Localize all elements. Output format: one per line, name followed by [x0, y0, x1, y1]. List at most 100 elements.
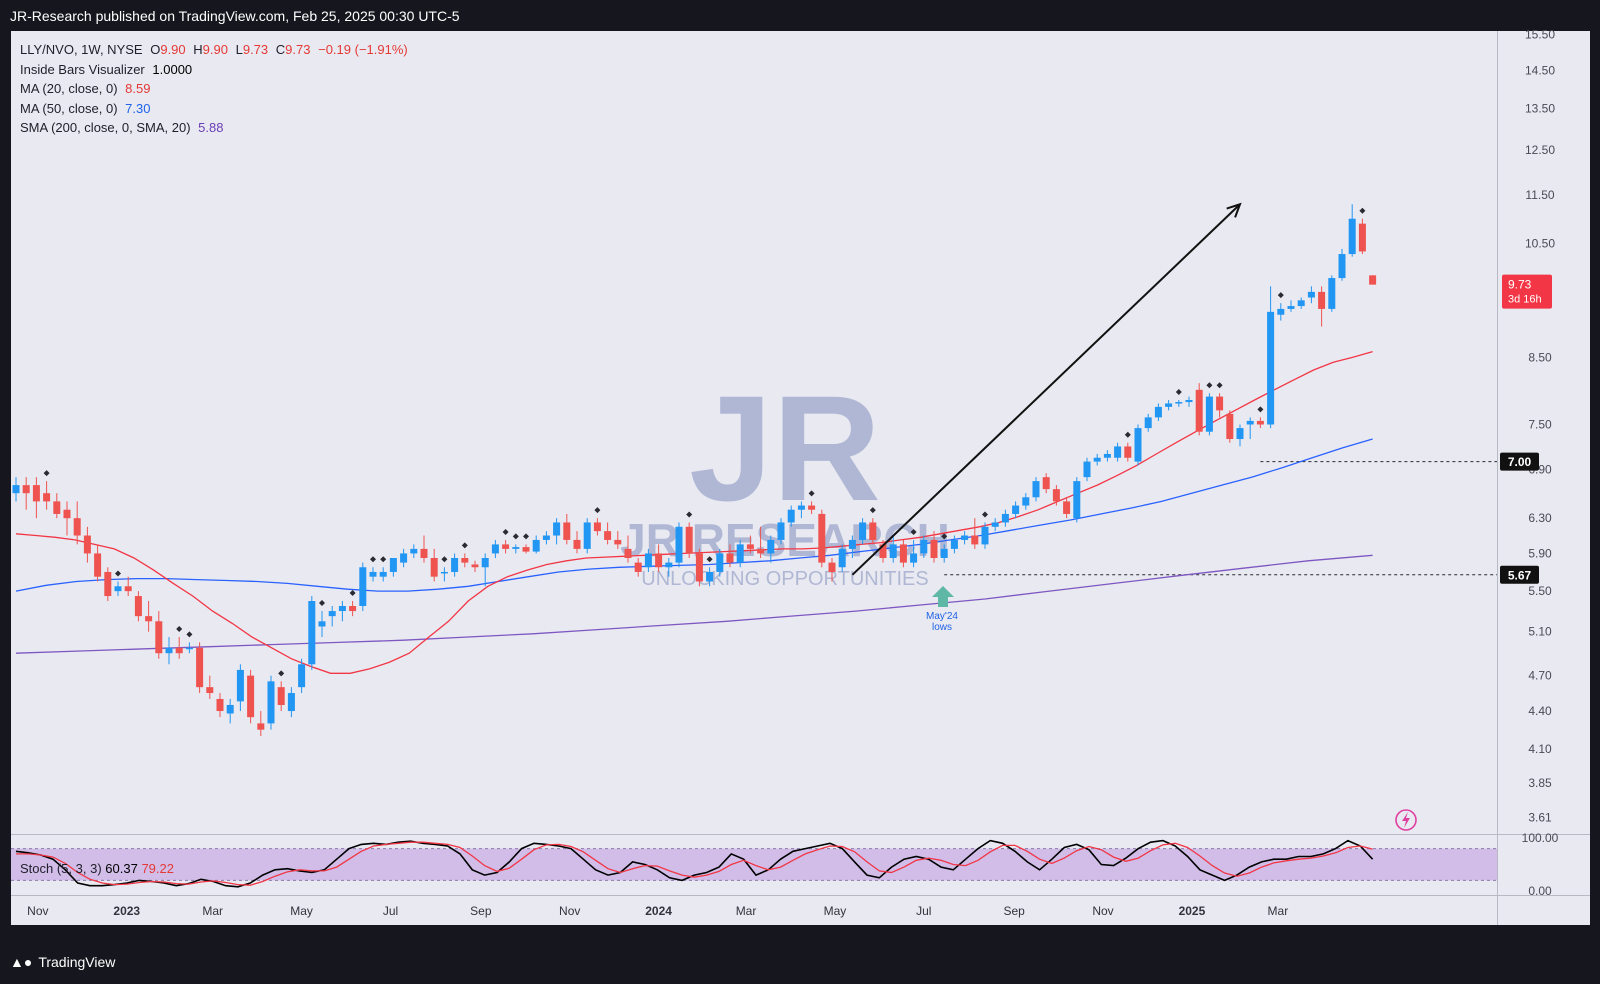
candle[interactable] — [787, 505, 795, 527]
candle[interactable] — [257, 711, 265, 737]
candle[interactable] — [563, 513, 571, 545]
candle[interactable] — [1001, 509, 1009, 527]
candle[interactable] — [736, 539, 744, 568]
candle[interactable] — [685, 522, 693, 559]
candle[interactable] — [940, 544, 948, 563]
candle[interactable] — [1205, 393, 1213, 436]
candle[interactable] — [644, 548, 652, 572]
candle[interactable] — [593, 518, 601, 536]
candle[interactable] — [583, 518, 591, 554]
stoch-name[interactable]: Stoch (5, 3, 3) — [20, 861, 102, 876]
candle[interactable] — [848, 535, 856, 559]
candle[interactable] — [522, 544, 530, 554]
candle[interactable] — [1328, 275, 1336, 312]
legend-ma20-name[interactable]: MA (20, close, 0) — [20, 81, 118, 96]
candle[interactable] — [287, 687, 295, 718]
candle[interactable] — [451, 553, 459, 577]
candle[interactable] — [226, 698, 234, 724]
candle[interactable] — [165, 637, 173, 665]
candle[interactable] — [1267, 286, 1275, 429]
stoch-legend[interactable]: Stoch (5, 3, 3) 60.37 79.22 — [20, 861, 174, 876]
candle[interactable] — [695, 548, 703, 587]
candle[interactable] — [1195, 383, 1203, 436]
candle[interactable] — [1246, 417, 1254, 440]
candle[interactable] — [1165, 399, 1173, 411]
candle[interactable] — [930, 531, 938, 563]
candle[interactable] — [604, 522, 612, 545]
candle[interactable] — [175, 637, 183, 659]
candle[interactable] — [971, 518, 979, 549]
candle[interactable] — [32, 477, 40, 519]
candle[interactable] — [757, 526, 765, 559]
price-axis[interactable]: 15.50 14.50 13.50 12.50 11.50 10.50 8.50 7.50 6.… — [1522, 27, 1559, 898]
candle[interactable] — [828, 558, 836, 582]
legend-ma50-name[interactable]: MA (50, close, 0) — [20, 100, 118, 116]
candle[interactable] — [991, 518, 999, 532]
candle[interactable] — [1114, 442, 1122, 462]
candle[interactable] — [1073, 477, 1081, 523]
candle[interactable] — [838, 544, 846, 572]
candle[interactable] — [43, 481, 51, 510]
candle[interactable] — [461, 553, 469, 568]
candle[interactable] — [267, 675, 275, 730]
time-axis[interactable]: Nov 2023 Mar May Jul Sep Nov 2024 Mar May Jul Sep No… — [27, 904, 1288, 918]
candle[interactable] — [920, 535, 928, 559]
candle[interactable] — [1103, 450, 1111, 462]
candle[interactable] — [491, 539, 499, 559]
candle[interactable] — [961, 531, 969, 545]
price-axis-bg[interactable] — [1497, 31, 1590, 925]
candles[interactable] — [12, 204, 1377, 737]
legend-sma200-name[interactable]: SMA (200, close, 0, SMA, 20) — [20, 120, 191, 135]
candle[interactable] — [1042, 473, 1050, 494]
candle[interactable] — [349, 601, 357, 617]
candle[interactable] — [1226, 410, 1234, 443]
candle[interactable] — [573, 531, 581, 554]
candle[interactable] — [1144, 413, 1152, 432]
candle[interactable] — [328, 606, 336, 627]
candle[interactable] — [420, 535, 428, 563]
legend-ma50-row[interactable]: MA (50, close, 0) 7.30 — [20, 99, 412, 119]
candle[interactable] — [981, 522, 989, 549]
candle[interactable] — [12, 477, 20, 502]
candle[interactable] — [614, 531, 622, 549]
candle[interactable] — [1369, 275, 1377, 285]
candle[interactable] — [1154, 403, 1162, 421]
candle[interactable] — [512, 544, 520, 554]
candle[interactable] — [1307, 286, 1315, 304]
tradingview-logo-text[interactable]: TradingView — [38, 954, 116, 970]
candle[interactable] — [726, 544, 734, 568]
candle[interactable] — [859, 518, 867, 545]
candle[interactable] — [481, 553, 489, 587]
candle[interactable] — [502, 539, 510, 554]
candle[interactable] — [1022, 493, 1030, 510]
candle[interactable] — [869, 518, 877, 545]
candle[interactable] — [542, 531, 550, 545]
candle[interactable] — [767, 535, 775, 563]
trend-arrow[interactable] — [851, 202, 1242, 576]
candle[interactable] — [1063, 497, 1071, 519]
candle[interactable] — [236, 664, 244, 712]
candle[interactable] — [1318, 286, 1326, 327]
candle[interactable] — [808, 501, 816, 514]
candle[interactable] — [94, 544, 102, 582]
candle[interactable] — [1012, 501, 1020, 519]
candle[interactable] — [553, 518, 561, 545]
tradingview-footer[interactable]: ▲● TradingView — [10, 954, 115, 970]
candle[interactable] — [104, 567, 112, 602]
candle[interactable] — [114, 581, 122, 597]
candle[interactable] — [308, 596, 316, 670]
candle[interactable] — [1124, 442, 1132, 462]
candle[interactable] — [675, 522, 683, 568]
candle[interactable] — [655, 544, 663, 572]
candle[interactable] — [818, 509, 826, 568]
candle[interactable] — [1032, 477, 1040, 502]
candle[interactable] — [369, 567, 377, 582]
candle[interactable] — [440, 567, 448, 582]
candle[interactable] — [1348, 204, 1356, 257]
candle[interactable] — [83, 526, 91, 563]
candle[interactable] — [1358, 218, 1366, 255]
candle[interactable] — [22, 477, 30, 510]
candle[interactable] — [879, 539, 887, 563]
candle[interactable] — [910, 539, 918, 568]
